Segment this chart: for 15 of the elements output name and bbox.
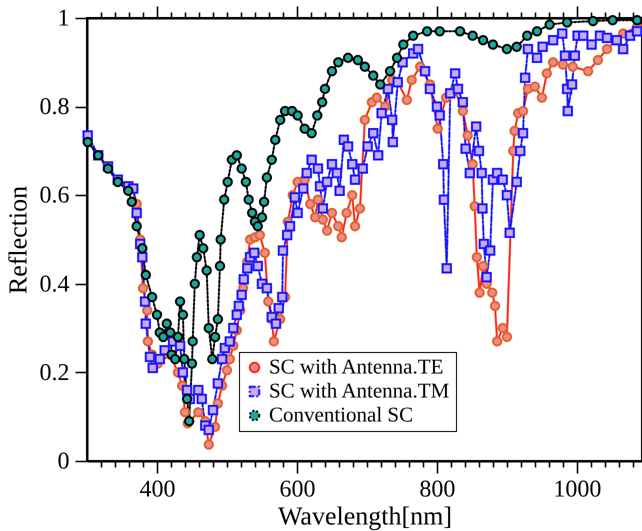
legend-label: SC with Antenna.TE bbox=[269, 354, 444, 378]
x-tick-label: 400 bbox=[139, 476, 176, 502]
y-tick-label: 1 bbox=[58, 6, 70, 32]
y-tick-label: 0.2 bbox=[40, 360, 70, 386]
x-tick-label: 1000 bbox=[553, 476, 602, 502]
y-tick-label: 0 bbox=[58, 448, 70, 474]
x-axis-title: Wavelength[nm] bbox=[278, 502, 452, 530]
x-tick-label: 800 bbox=[419, 476, 456, 502]
y-tick-label: 0.8 bbox=[40, 94, 70, 120]
y-axis-title: Reflection bbox=[4, 186, 32, 294]
y-tick-label: 0.6 bbox=[40, 182, 70, 209]
x-tick-label: 600 bbox=[279, 476, 316, 502]
y-tick-label: 0.4 bbox=[40, 271, 70, 298]
legend-label: SC with Antenna.TM bbox=[269, 378, 450, 402]
legend-label: Conventional SC bbox=[269, 402, 414, 426]
